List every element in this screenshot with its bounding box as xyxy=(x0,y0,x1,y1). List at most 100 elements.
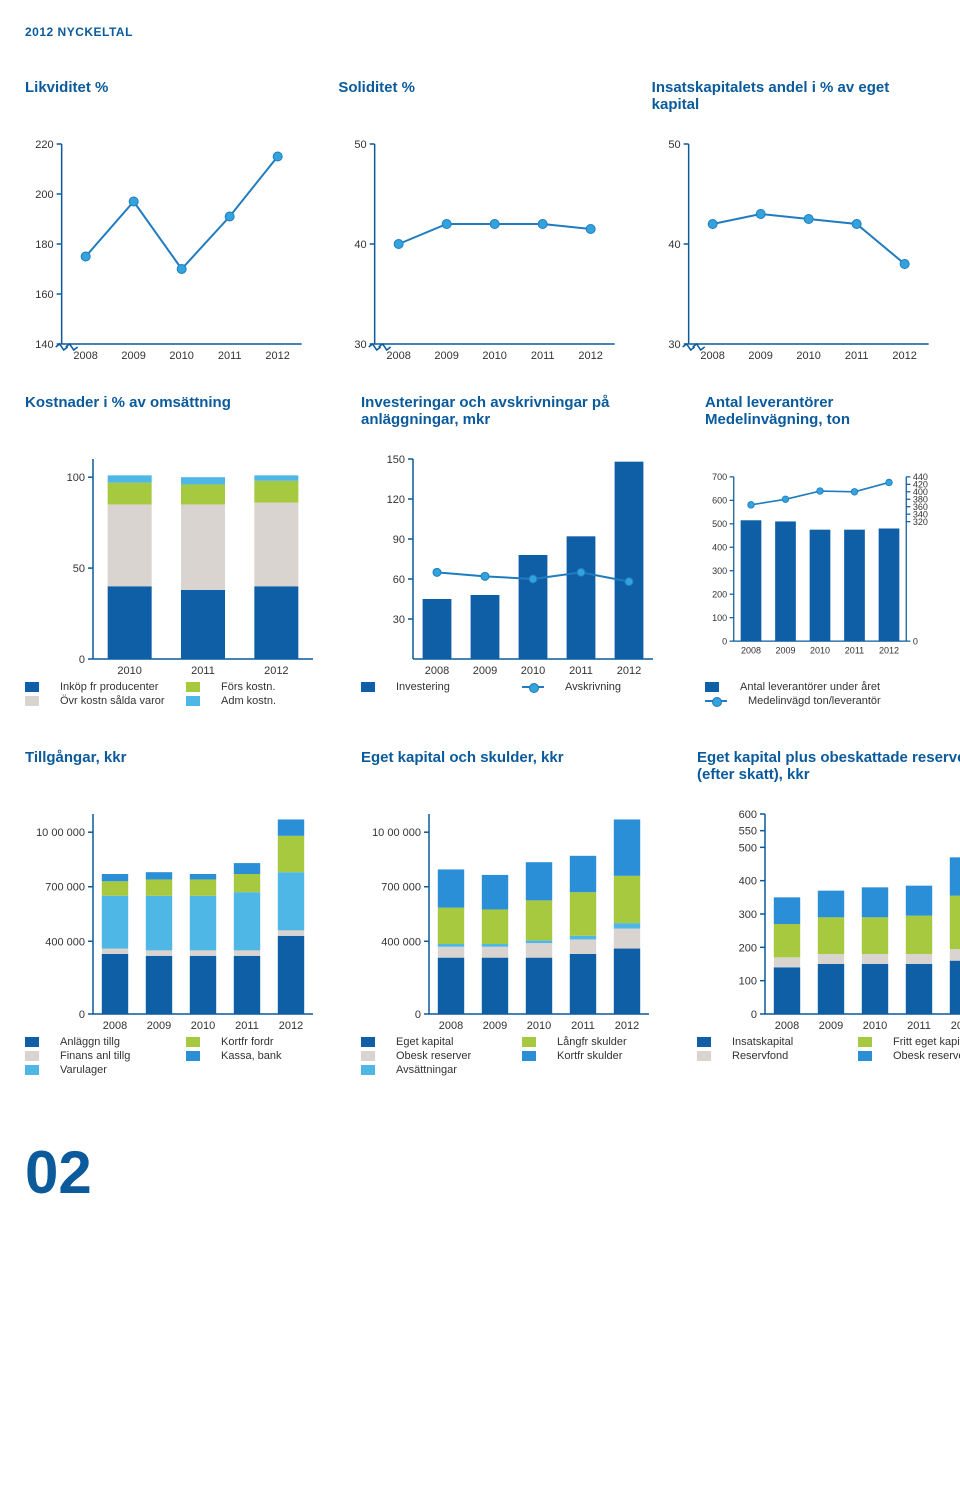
chart-title: Eget kapital plus obeskattade reserver (… xyxy=(697,749,960,789)
svg-text:600: 600 xyxy=(712,496,727,506)
svg-text:2009: 2009 xyxy=(775,645,795,655)
chart-insatskapital: Insatskapitalets andel i % av eget kapit… xyxy=(652,79,935,354)
legend-label: Övr kostn sålda varor xyxy=(60,695,170,707)
svg-text:2011: 2011 xyxy=(191,665,215,677)
svg-text:50: 50 xyxy=(355,139,367,151)
chart-egetskulder: Eget kapital och skulder, kkr 0400 00070… xyxy=(361,749,667,1078)
chart-title: Insatskapitalets andel i % av eget kapit… xyxy=(652,79,935,119)
svg-text:50: 50 xyxy=(668,139,680,151)
svg-text:2012: 2012 xyxy=(879,645,899,655)
svg-text:90: 90 xyxy=(393,534,405,546)
svg-text:2012: 2012 xyxy=(579,350,603,362)
svg-text:2008: 2008 xyxy=(425,665,449,677)
page-number: 02 xyxy=(25,1138,935,1207)
chart-title: Eget kapital och skulder, kkr xyxy=(361,749,667,789)
svg-text:2010: 2010 xyxy=(796,350,820,362)
chart-title: Investeringar och avskrivningar på anläg… xyxy=(361,394,675,434)
svg-text:60: 60 xyxy=(393,574,405,586)
chart-tillgangar: Tillgångar, kkr 0400 000700 00010 00 000… xyxy=(25,749,331,1078)
svg-text:2009: 2009 xyxy=(819,1020,843,1032)
svg-text:2008: 2008 xyxy=(775,1020,799,1032)
svg-text:2008: 2008 xyxy=(387,350,411,362)
svg-text:500: 500 xyxy=(739,842,757,854)
svg-text:40: 40 xyxy=(355,239,367,251)
svg-text:700 000: 700 000 xyxy=(381,882,421,894)
svg-text:700 000: 700 000 xyxy=(45,882,85,894)
chart-title: Kostnader i % av omsättning xyxy=(25,394,331,434)
svg-text:600: 600 xyxy=(739,809,757,821)
svg-text:200: 200 xyxy=(35,189,53,201)
svg-text:2012: 2012 xyxy=(951,1020,960,1032)
svg-text:120: 120 xyxy=(387,494,405,506)
svg-text:2009: 2009 xyxy=(483,1020,507,1032)
svg-text:0: 0 xyxy=(79,654,85,666)
legend-label: Förs kostn. xyxy=(221,681,331,693)
svg-text:2011: 2011 xyxy=(907,1020,931,1032)
svg-text:2011: 2011 xyxy=(531,350,555,362)
svg-text:0: 0 xyxy=(79,1009,85,1021)
page-header: 2012 NYCKELTAL xyxy=(25,25,935,39)
legend-label: Kortfr skulder xyxy=(557,1050,667,1062)
svg-text:2008: 2008 xyxy=(700,350,724,362)
legend-label: Investering xyxy=(396,681,506,693)
chart-title: Antal leverantörer Medelinvägning, ton xyxy=(705,394,935,434)
legend-label: Insatskapital xyxy=(732,1036,842,1048)
svg-text:180: 180 xyxy=(35,239,53,251)
svg-text:300: 300 xyxy=(739,909,757,921)
svg-text:2012: 2012 xyxy=(617,665,641,677)
svg-text:2009: 2009 xyxy=(121,350,145,362)
svg-text:400 000: 400 000 xyxy=(381,936,421,948)
svg-text:400: 400 xyxy=(739,876,757,888)
svg-text:700: 700 xyxy=(712,472,727,482)
svg-text:2010: 2010 xyxy=(117,665,141,677)
svg-text:2010: 2010 xyxy=(527,1020,551,1032)
legend-label: Adm kostn. xyxy=(221,695,331,707)
svg-text:2011: 2011 xyxy=(218,350,242,362)
chart-title: Likviditet % xyxy=(25,79,308,119)
svg-text:2010: 2010 xyxy=(483,350,507,362)
legend-label: Fritt eget kapital xyxy=(893,1036,960,1048)
svg-text:2009: 2009 xyxy=(147,1020,171,1032)
chart-likviditet: Likviditet % 140160180200220200820092010… xyxy=(25,79,308,354)
legend-label: Finans anl tillg xyxy=(60,1050,170,1062)
legend-label: Obesk reserver xyxy=(893,1050,960,1062)
svg-text:10 00 000: 10 00 000 xyxy=(372,827,421,839)
legend-label: Avsättningar xyxy=(396,1064,506,1076)
svg-text:2010: 2010 xyxy=(169,350,193,362)
svg-text:2011: 2011 xyxy=(845,645,864,655)
svg-text:2011: 2011 xyxy=(235,1020,259,1032)
legend-label: Avskrivning xyxy=(565,681,675,693)
svg-text:2012: 2012 xyxy=(279,1020,303,1032)
chart-efter-skatt: Eget kapital plus obeskattade reserver (… xyxy=(697,749,960,1078)
legend-label: Obesk reserver xyxy=(396,1050,506,1062)
svg-text:200: 200 xyxy=(739,942,757,954)
chart-kostnader: Kostnader i % av omsättning 050100201020… xyxy=(25,394,331,709)
svg-text:2012: 2012 xyxy=(265,350,289,362)
svg-text:2011: 2011 xyxy=(571,1020,595,1032)
svg-text:2011: 2011 xyxy=(844,350,868,362)
legend-label: Antal leverantörer under året xyxy=(740,681,880,693)
svg-text:2008: 2008 xyxy=(741,645,761,655)
svg-text:30: 30 xyxy=(393,614,405,626)
svg-text:2012: 2012 xyxy=(892,350,916,362)
svg-text:440: 440 xyxy=(913,472,928,482)
legend-label: Långfr skulder xyxy=(557,1036,667,1048)
svg-text:2009: 2009 xyxy=(435,350,459,362)
svg-text:150: 150 xyxy=(387,454,405,466)
svg-text:500: 500 xyxy=(712,519,727,529)
svg-text:30: 30 xyxy=(668,339,680,351)
svg-text:2012: 2012 xyxy=(615,1020,639,1032)
svg-text:2008: 2008 xyxy=(103,1020,127,1032)
svg-text:160: 160 xyxy=(35,289,53,301)
svg-text:2009: 2009 xyxy=(748,350,772,362)
svg-text:0: 0 xyxy=(913,636,918,646)
svg-text:400 000: 400 000 xyxy=(45,936,85,948)
svg-text:10 00 000: 10 00 000 xyxy=(36,827,85,839)
svg-text:2008: 2008 xyxy=(73,350,97,362)
svg-text:2008: 2008 xyxy=(439,1020,463,1032)
svg-text:550: 550 xyxy=(739,826,757,838)
legend-label: Kassa, bank xyxy=(221,1050,331,1062)
svg-text:200: 200 xyxy=(712,589,727,599)
svg-text:2010: 2010 xyxy=(191,1020,215,1032)
svg-text:50: 50 xyxy=(73,563,85,575)
